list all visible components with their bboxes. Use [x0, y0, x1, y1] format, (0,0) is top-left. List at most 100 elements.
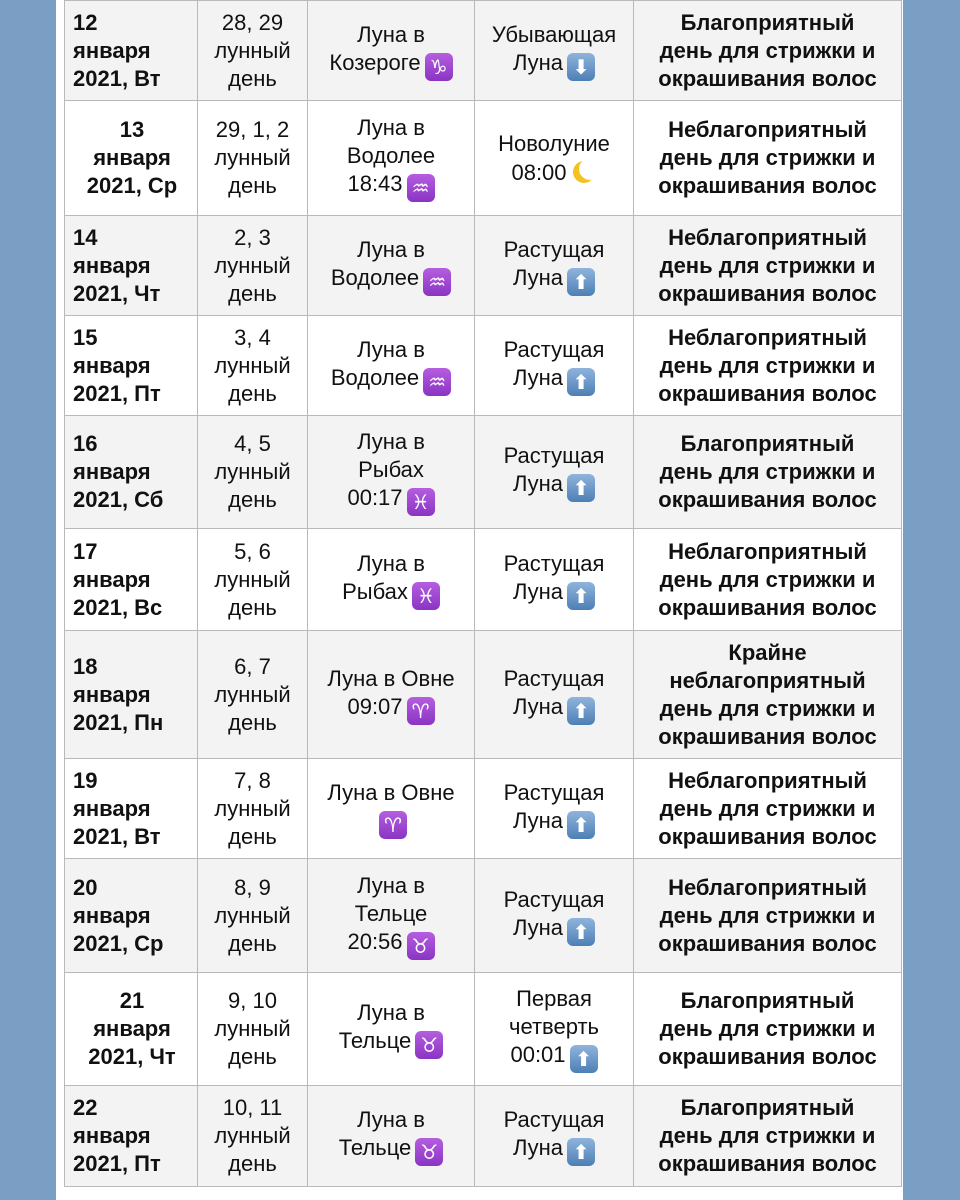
cell-text: Растущая — [503, 779, 605, 805]
cell-text: 2021, Чт — [73, 280, 161, 306]
cell-text: 22 — [73, 1095, 98, 1120]
cell-text: Неблагоприятный — [668, 117, 867, 142]
lunar-day-cell: 3, 4 лунный день — [197, 315, 308, 416]
cell-line: Луна в Овне — [314, 779, 468, 807]
cell-line: 18 — [73, 653, 191, 681]
cell-line: день для стрижки и — [640, 252, 895, 280]
cell-line: Растущая — [481, 665, 627, 693]
cell-line: день для стрижки и — [640, 902, 895, 930]
cell-line: января — [73, 1122, 191, 1150]
cell-line: день для стрижки и — [640, 695, 895, 723]
cell-line: день для стрижки и — [640, 37, 895, 65]
cell-line: Луна в — [314, 999, 468, 1027]
cell-text: день для стрижки и — [659, 1016, 876, 1041]
cell-line: окрашивания волос — [640, 486, 895, 514]
cell-line: Луна ⬆ — [481, 578, 627, 610]
cell-text: Луна в Овне — [327, 665, 455, 691]
cell-line: 2021, Вс — [73, 594, 191, 622]
verdict-cell: Неблагоприятный день для стрижки и окрашив… — [633, 858, 902, 973]
moon-sign-cell: Луна в Тельце 20:56 ♉ — [307, 858, 475, 973]
cell-line: Рыбах — [314, 456, 468, 484]
cell-line: день — [204, 594, 301, 622]
cell-text: Растущая — [503, 550, 605, 576]
cell-text: Неблагоприятный — [668, 767, 867, 793]
cell-line: 2021, Чт — [73, 280, 191, 308]
cell-text: 2021, Чт — [88, 1044, 176, 1069]
cell-text: Растущая — [503, 443, 605, 468]
cell-text: 29, 1, 2 — [215, 117, 290, 142]
cell-text: 2, 3 — [234, 224, 271, 250]
cell-text: Луна — [512, 578, 564, 604]
cell-text: 16 — [73, 431, 98, 456]
cell-text: окрашивания волос — [658, 65, 877, 91]
cell-line: Растущая — [481, 886, 627, 914]
cell-text: неблагоприятный — [669, 667, 866, 693]
date-cell: 19 января 2021, Вт — [64, 758, 198, 859]
cell-line: Луна ⬇ — [481, 49, 627, 81]
cell-line: Неблагоприятный — [640, 874, 895, 902]
cell-line: лунный — [204, 352, 301, 380]
cell-line: 2021, Пт — [73, 380, 191, 408]
moon-phase-cell: Растущая Луна ⬆ — [474, 1085, 634, 1187]
cell-line: день — [204, 823, 301, 851]
date-cell: 18 января 2021, Пн — [64, 630, 198, 759]
moon-sign-cell: Луна в Рыбах ♓ — [307, 528, 475, 631]
cell-text: 2021, Пт — [73, 380, 161, 406]
cell-text: Растущая — [503, 236, 605, 262]
date-cell: 20 января 2021, Ср — [64, 858, 198, 973]
cell-line: января — [73, 252, 191, 280]
cell-line: день — [204, 380, 301, 408]
cell-line: день для стрижки и — [640, 458, 895, 486]
cell-text: 2021, Пн — [73, 709, 164, 735]
taurus-icon: ♉ — [415, 1138, 444, 1166]
table-row: 20 января 2021, Ср 8, 9 лунный день Луна в Тель… — [64, 858, 902, 973]
cell-text: окрашивания волос — [658, 594, 877, 620]
cell-text: окрашивания волос — [658, 823, 877, 849]
date-cell: 16 января 2021, Сб — [64, 415, 198, 529]
arrow-up-icon: ⬆ — [567, 367, 596, 396]
cell-text: января — [73, 1123, 151, 1148]
cell-text: окрашивания волос — [658, 1151, 877, 1176]
cell-text: Растущая — [503, 886, 605, 912]
table-row: 14 января 2021, Чт 2, 3 лунный день Луна в Водо… — [64, 215, 902, 316]
cell-text: день для стрижки и — [659, 902, 876, 928]
cell-line: Растущая — [481, 779, 627, 807]
cell-line: день для стрижки и — [640, 1015, 895, 1043]
cell-line: 2021, Пт — [73, 1150, 191, 1178]
cell-text: Луна в — [357, 236, 425, 262]
cell-line: 15 — [73, 324, 191, 352]
cell-line: Луна в — [314, 336, 468, 364]
cell-line: января — [73, 37, 191, 65]
cell-line: 09:07 ♈ — [314, 693, 468, 725]
verdict-cell: Неблагоприятный день для стрижки и окрашив… — [633, 100, 902, 216]
cell-line: Луна в — [314, 428, 468, 456]
lunar-day-cell: 10, 11 лунный день — [197, 1085, 308, 1187]
cell-text: 12 — [73, 9, 98, 35]
cell-line: Неблагоприятный — [640, 224, 895, 252]
cell-text: день для стрижки и — [659, 795, 876, 821]
cell-line: окрашивания волос — [640, 723, 895, 751]
cell-line: 18:43 ♒ — [314, 170, 468, 202]
cell-line: Первая — [481, 985, 627, 1013]
cell-text: лунный — [214, 1016, 291, 1041]
cell-text: 20 — [73, 874, 98, 900]
cell-line: лунный — [204, 37, 301, 65]
cell-text: января — [73, 681, 151, 707]
cell-line: лунный — [204, 1015, 301, 1043]
cell-line: 10, 11 — [204, 1094, 301, 1122]
cell-text: Луна в — [357, 1107, 425, 1132]
cell-text: Рыбах — [342, 578, 408, 604]
cell-text: Козероге — [329, 49, 421, 75]
cell-text: 10, 11 — [222, 1095, 283, 1120]
cell-text: 3, 4 — [234, 324, 271, 350]
cell-text: Неблагоприятный — [668, 538, 867, 564]
cell-line: Водолее — [314, 142, 468, 170]
verdict-cell: Благоприятный день для стрижки и окрашиван… — [633, 0, 902, 101]
verdict-cell: Неблагоприятный день для стрижки и окрашив… — [633, 315, 902, 416]
lunar-day-cell: 2, 3 лунный день — [197, 215, 308, 316]
date-cell: 17 января 2021, Вс — [64, 528, 198, 631]
cell-text: Крайне — [728, 639, 807, 665]
cell-line: лунный — [204, 681, 301, 709]
moon-sign-cell: Луна в Козероге ♑ — [307, 0, 475, 101]
cell-line: день для стрижки и — [640, 144, 895, 172]
